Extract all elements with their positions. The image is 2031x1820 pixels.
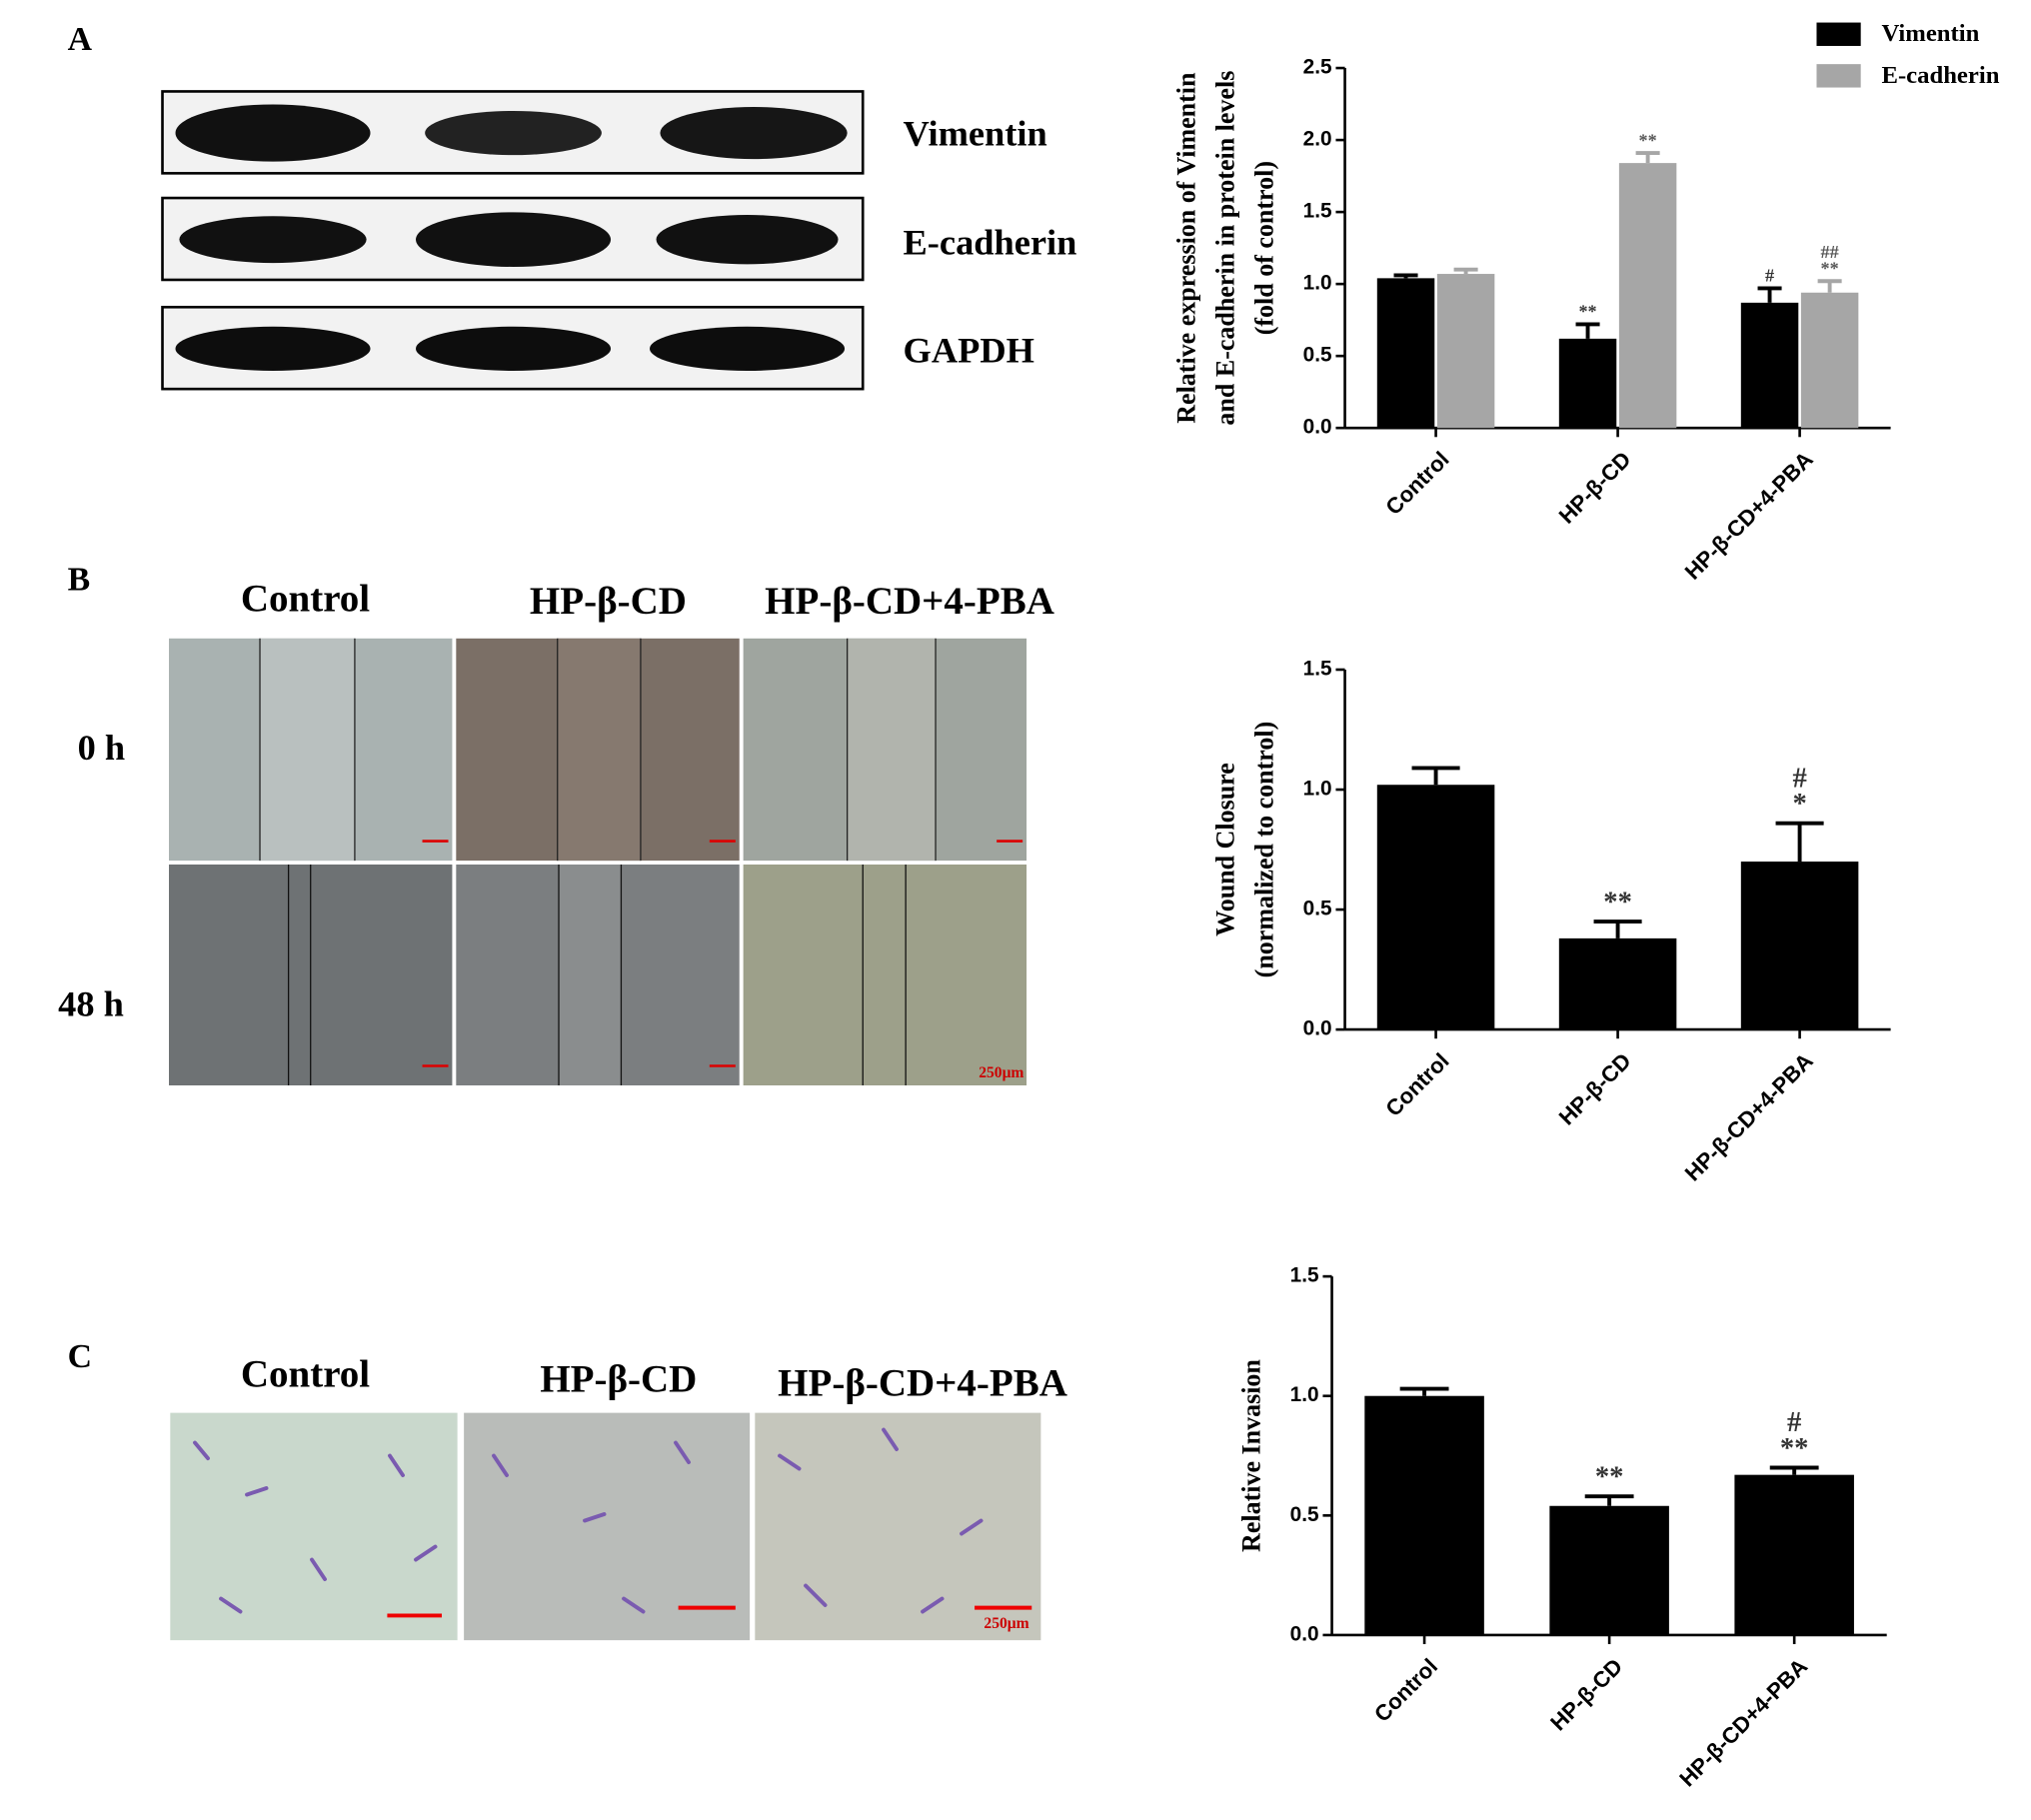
row-label: 48 h	[58, 983, 124, 1023]
y-tick-label: 2.0	[1303, 128, 1332, 151]
x-tick-label: HP-β-CD	[1554, 1048, 1636, 1130]
y-tick-label: 0.0	[1303, 1017, 1332, 1040]
significance-mark: **	[1578, 302, 1596, 322]
bar	[1734, 1474, 1854, 1635]
bar	[1618, 163, 1677, 429]
column-header: Control	[241, 1352, 370, 1395]
y-axis-label: Wound Closure	[1211, 763, 1240, 936]
bar	[1740, 862, 1859, 1030]
row-label: 0 h	[78, 728, 126, 768]
y-tick-label: 1.5	[1303, 657, 1332, 680]
y-tick-label: 0.0	[1290, 1622, 1319, 1645]
significance-mark: **	[1603, 887, 1632, 917]
western-blot	[161, 90, 865, 391]
x-tick-label: Control	[1380, 1048, 1453, 1121]
y-axis-label: (fold of control)	[1250, 161, 1279, 335]
invasion-images	[170, 1412, 1041, 1641]
blot-label: E-cadherin	[904, 223, 1077, 263]
column-header: HP-β-CD	[540, 1358, 697, 1401]
legend-label: Vimentin	[1881, 20, 1979, 47]
y-tick-label: 1.0	[1303, 778, 1332, 801]
bar	[1364, 1395, 1484, 1635]
wound-images	[169, 638, 1027, 1086]
significance-mark: **	[1639, 130, 1657, 150]
column-header: HP-β-CD+4-PBA	[778, 1362, 1067, 1405]
bar	[1740, 302, 1799, 429]
significance-mark: **	[1595, 1462, 1624, 1493]
y-axis-label: Relative expression of Vimentin	[1172, 72, 1201, 424]
y-tick-label: 2.5	[1303, 56, 1332, 79]
significance-mark: ##	[1821, 242, 1839, 262]
x-tick-label: HP-β-CD	[1545, 1654, 1627, 1736]
panel-label: B	[68, 562, 91, 599]
y-axis-label: Relative Invasion	[1237, 1359, 1266, 1552]
y-tick-label: 1.0	[1290, 1383, 1319, 1406]
legend-swatch	[1816, 22, 1861, 46]
blot-label: Vimentin	[904, 113, 1047, 153]
legend-label: E-cadherin	[1881, 62, 1999, 89]
legend-swatch	[1816, 64, 1861, 88]
panel-label: A	[68, 21, 93, 58]
y-tick-label: 0.0	[1303, 416, 1332, 439]
bar	[1436, 274, 1495, 429]
y-tick-label: 1.0	[1303, 272, 1332, 295]
scale-label: 250μm	[979, 1064, 1023, 1081]
x-tick-label: HP-β-CD+4-PBA	[1674, 1653, 1812, 1791]
column-header: Control	[241, 577, 370, 620]
column-header: HP-β-CD	[530, 580, 687, 623]
significance-mark: #	[1787, 1407, 1801, 1438]
bar	[1558, 338, 1617, 429]
y-tick-label: 0.5	[1290, 1503, 1319, 1526]
y-tick-label: 0.5	[1303, 344, 1332, 367]
bar	[1549, 1505, 1669, 1635]
column-header: HP-β-CD+4-PBA	[765, 580, 1054, 623]
y-tick-label: 1.5	[1290, 1264, 1319, 1287]
bar	[1558, 937, 1677, 1030]
x-tick-label: Control	[1369, 1654, 1442, 1727]
significance-mark: **	[1821, 258, 1839, 278]
significance-mark: #	[1792, 763, 1806, 794]
y-tick-label: 0.5	[1303, 898, 1332, 920]
bar	[1376, 785, 1495, 1030]
x-tick-label: HP-β-CD+4-PBA	[1680, 447, 1818, 585]
bar	[1800, 292, 1859, 429]
x-tick-label: HP-β-CD+4-PBA	[1680, 1048, 1818, 1186]
y-axis-label: and E-cadherin in protein levels	[1211, 71, 1240, 426]
y-axis-label: (normalized to control)	[1250, 722, 1279, 978]
significance-mark: #	[1765, 266, 1774, 286]
scale-label: 250μm	[984, 1615, 1028, 1632]
significance-mark: *	[1792, 789, 1806, 820]
panel-label: C	[68, 1338, 92, 1375]
bar	[1376, 278, 1435, 429]
x-tick-label: Control	[1380, 447, 1453, 520]
y-tick-label: 1.5	[1303, 200, 1332, 223]
x-tick-label: HP-β-CD	[1554, 447, 1636, 529]
blot-label: GAPDH	[904, 330, 1034, 370]
significance-mark: **	[1780, 1433, 1809, 1464]
